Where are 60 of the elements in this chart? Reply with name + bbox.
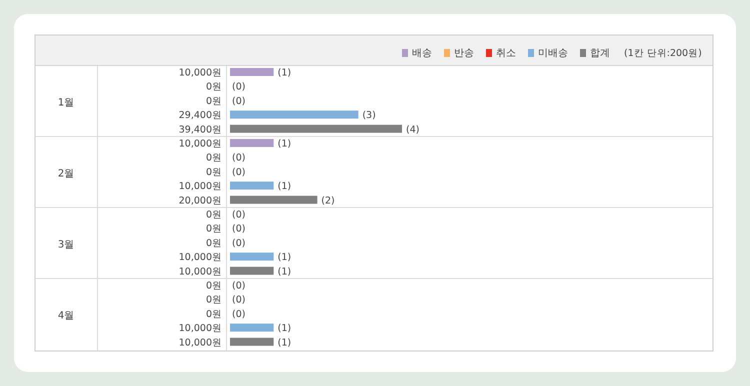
bar xyxy=(230,182,274,190)
annotation: (1) xyxy=(278,68,292,78)
data-label: 29,400원 xyxy=(178,110,222,122)
annotation: (1) xyxy=(278,266,292,278)
y-tick-label: 3월 xyxy=(58,240,74,250)
annotation: (0) xyxy=(232,166,246,178)
annotation: (0) xyxy=(232,294,246,306)
annotation: (3) xyxy=(362,110,376,122)
bar xyxy=(230,124,402,133)
data-label: 0원 xyxy=(206,210,222,220)
annotation: (0) xyxy=(232,96,246,107)
annotation: (1) xyxy=(278,138,292,150)
y-tick-label: 1월 xyxy=(58,98,74,108)
annotation: (0) xyxy=(232,280,246,292)
bar xyxy=(230,252,274,261)
legend-label: 배송 xyxy=(412,48,432,59)
data-label: 10,000원 xyxy=(178,252,222,264)
annotation: (0) xyxy=(232,82,246,93)
y-tick-label: 4월 xyxy=(58,310,74,322)
legend-label: 반송 xyxy=(454,48,474,59)
annotation: (0) xyxy=(232,238,246,249)
text: (4) xyxy=(406,124,420,136)
data-label: 10,000원 xyxy=(178,68,222,78)
bar xyxy=(230,338,274,346)
data-label: 10,000원 xyxy=(178,181,222,192)
annotation: (0) xyxy=(232,152,246,164)
bar xyxy=(230,68,274,76)
annotation: (0) xyxy=(232,224,246,235)
text: (1칸 단위:200원) xyxy=(624,48,702,59)
bar xyxy=(230,266,274,275)
data-label: 20,000원 xyxy=(178,195,222,206)
data-label: 0원 xyxy=(206,308,222,320)
legend-label: 미배송 xyxy=(538,48,568,59)
data-label: 0원 xyxy=(206,224,222,235)
annotation: (2) xyxy=(321,195,335,206)
bar xyxy=(230,196,318,204)
data-label: 10,000원 xyxy=(178,323,222,334)
data-label: 39,400원 xyxy=(178,124,222,136)
annotation: (1) xyxy=(278,252,292,264)
data-label: 10,000원 xyxy=(178,138,222,150)
annotation: (0) xyxy=(232,308,246,320)
annotation: (1) xyxy=(278,181,292,192)
annotation: (1) xyxy=(278,337,292,348)
bar xyxy=(230,139,274,147)
data-label: 0원 xyxy=(206,280,222,292)
data-label: 10,000원 xyxy=(178,266,222,278)
annotation: (1) xyxy=(278,323,292,334)
bar xyxy=(230,110,358,119)
data-label: 0원 xyxy=(206,96,222,107)
data-label: 0원 xyxy=(206,294,222,306)
data-label: 0원 xyxy=(206,82,222,93)
bar xyxy=(230,324,274,332)
data-label: 0원 xyxy=(206,152,222,164)
data-label: 10,000원 xyxy=(178,337,222,348)
annotation: (0) xyxy=(232,210,246,220)
y-tick-label: 2월 xyxy=(58,168,74,180)
legend-label: 취소 xyxy=(496,48,516,59)
data-label: 0원 xyxy=(206,238,222,249)
legend-label: 합계 xyxy=(590,48,610,59)
data-label: 0원 xyxy=(206,166,222,178)
